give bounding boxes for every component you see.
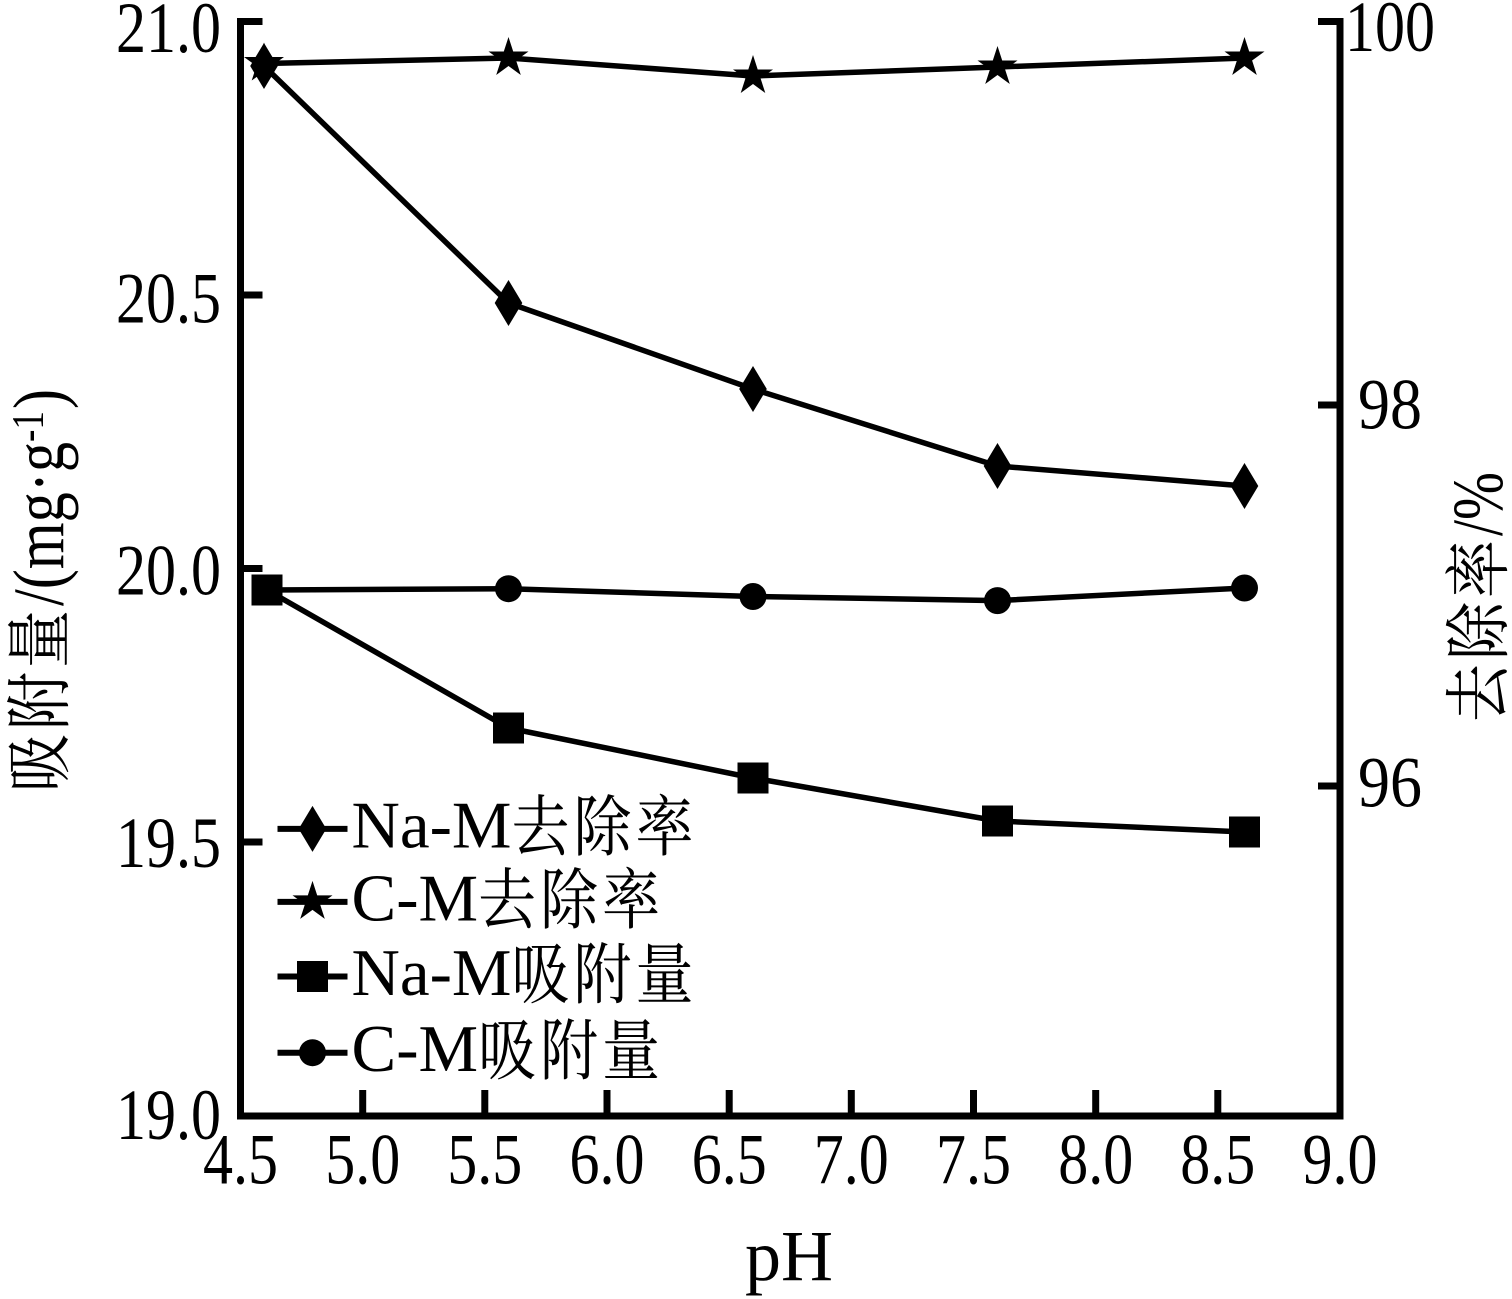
svg-text:Na-M: Na-M [352, 788, 512, 862]
svg-text:19.0: 19.0 [116, 1075, 221, 1155]
svg-text:100: 100 [1345, 0, 1435, 67]
svg-text:5.0: 5.0 [325, 1120, 400, 1200]
svg-text:4.5: 4.5 [203, 1120, 278, 1200]
svg-text:8.5: 8.5 [1180, 1120, 1255, 1200]
svg-text:20.0: 20.0 [116, 531, 221, 611]
svg-text:7.5: 7.5 [936, 1120, 1011, 1200]
svg-text:96: 96 [1358, 743, 1422, 823]
svg-text:6.0: 6.0 [570, 1120, 645, 1200]
svg-text:): ) [0, 389, 79, 409]
svg-text:/%: /% [1438, 472, 1512, 536]
svg-text:/(mg·g: /(mg·g [0, 442, 79, 606]
svg-text:21.0: 21.0 [116, 0, 221, 68]
svg-text:7.0: 7.0 [814, 1120, 889, 1200]
svg-text:9.0: 9.0 [1303, 1120, 1378, 1200]
svg-text:C-M: C-M [352, 861, 479, 935]
svg-text:6.5: 6.5 [692, 1120, 767, 1200]
svg-text:Na-M: Na-M [352, 936, 512, 1010]
svg-text:8.0: 8.0 [1058, 1120, 1133, 1200]
svg-text:C-M: C-M [352, 1012, 479, 1086]
svg-text:5.5: 5.5 [447, 1120, 522, 1200]
svg-text:-1: -1 [2, 411, 53, 442]
svg-text:98: 98 [1358, 365, 1422, 445]
svg-text:19.5: 19.5 [116, 803, 221, 883]
svg-text:pH: pH [745, 1216, 833, 1296]
svg-text:20.5: 20.5 [116, 258, 221, 338]
